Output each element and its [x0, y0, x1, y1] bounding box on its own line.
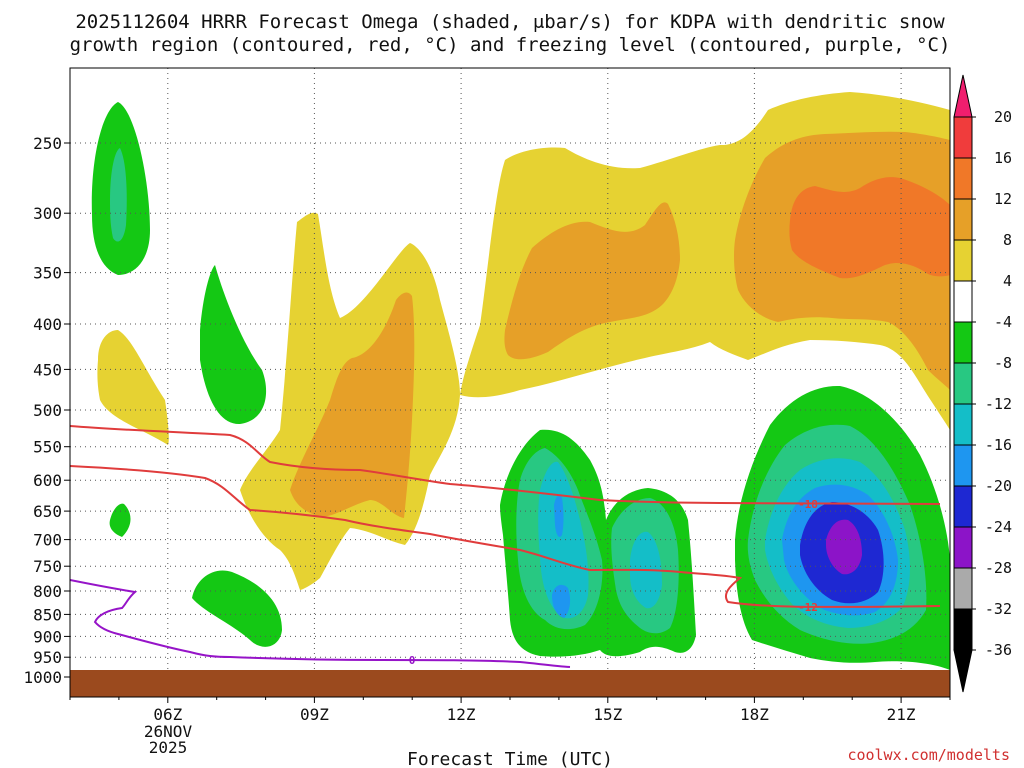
colorbar-segment — [953, 116, 973, 159]
omega-cell-smalldot — [109, 503, 131, 537]
colorbar-segment — [953, 321, 973, 364]
omega-positive-left — [97, 330, 169, 445]
date-label-day: 26NOV — [144, 722, 193, 741]
colorbar-bottom-arrow — [953, 649, 973, 693]
x-tick-label: 15Z — [593, 705, 622, 724]
y-tick-label: 850 — [33, 605, 62, 624]
colorbar-segment — [953, 444, 973, 487]
omega-positive-right-core3 — [789, 177, 950, 279]
omega-cell-lowleft — [192, 570, 282, 647]
omega-cell-center-l3 — [538, 461, 589, 619]
y-tick-label: 650 — [33, 502, 62, 521]
colorbar-label: -32 — [985, 600, 1012, 618]
colorbar-label: 4 — [1003, 272, 1012, 290]
colorbar-label: -12 — [985, 395, 1012, 413]
ground-layer — [70, 670, 950, 697]
dendritic-contour-lower — [70, 465, 941, 608]
freezing-contour — [70, 579, 571, 668]
colorbar-segment — [953, 485, 973, 528]
colorbar-segment — [953, 280, 973, 323]
colorbar-segment — [953, 526, 973, 569]
y-tick-label: 950 — [33, 648, 62, 667]
colorbar-segment — [953, 198, 973, 241]
x-tick-label: 06Z — [153, 705, 182, 724]
colorbar-label: -20 — [985, 477, 1012, 495]
colorbar-label: -36 — [985, 641, 1012, 659]
x-axis-title: Forecast Time (UTC) — [407, 749, 613, 768]
colorbar-label: 8 — [1003, 231, 1012, 249]
colorbar-label: -28 — [985, 559, 1012, 577]
omega-shading — [91, 92, 950, 670]
y-tick-label: 800 — [33, 582, 62, 601]
x-axis: 06Z 09Z 12Z 15Z 18Z 21Z — [69, 697, 951, 724]
y-tick-label: 400 — [33, 315, 62, 334]
y-tick-label: 300 — [33, 204, 62, 223]
y-tick-label: 700 — [33, 531, 62, 550]
chart-title-line2: growth region (contoured, red, °C) and f… — [70, 34, 951, 56]
colorbar-segment — [953, 239, 973, 282]
y-tick-label: 1000 — [23, 668, 62, 687]
y-tick-label: 350 — [33, 264, 62, 283]
omega-cell-midleft — [200, 265, 267, 425]
omega-cell-center-l4 — [554, 494, 564, 537]
contour-label-freezing: 0 — [409, 654, 416, 667]
y-tick-label: 600 — [33, 471, 62, 490]
colorbar-segment — [953, 362, 973, 405]
contour-lines — [70, 425, 941, 668]
plot-area: -18 -12 0 — [69, 67, 951, 698]
colorbar-segment — [953, 608, 973, 651]
y-tick-label: 450 — [33, 360, 62, 379]
grid-lines — [70, 68, 950, 697]
colorbar-top-arrow — [953, 74, 973, 118]
colorbar-segment — [953, 567, 973, 610]
x-tick-label: 09Z — [300, 705, 329, 724]
contour-labels: -18 -12 0 — [409, 498, 818, 667]
contour-label-dendritic-max: -12 — [798, 601, 818, 614]
omega-positive-midleft-core — [290, 292, 415, 518]
colorbar-segment — [953, 403, 973, 446]
x-tick-label: 21Z — [887, 705, 916, 724]
colorbar-label: -8 — [994, 354, 1012, 372]
x-tick-label: 18Z — [740, 705, 769, 724]
colorbar-label: 20 — [994, 108, 1012, 126]
contour-label-dendritic-min: -18 — [798, 498, 818, 511]
omega-cell-right-l6 — [826, 519, 862, 575]
omega-cell-center-l4b — [552, 584, 571, 618]
colorbar: 20 16 12 8 4 -4 -8 -12 -16 -20 -24 -28 -32 -36 — [953, 74, 1012, 693]
colorbar-label: -4 — [994, 313, 1012, 331]
y-axis: 250 300 350 400 450 500 550 600 650 700 750 800 850 9… — [23, 134, 70, 687]
chart-title-line1: 2025112604 HRRR Forecast Omega (shaded, … — [75, 11, 945, 33]
x-tick-label: 12Z — [447, 705, 476, 724]
colorbar-label: -24 — [985, 518, 1012, 536]
y-tick-label: 750 — [33, 557, 62, 576]
date-label-year: 2025 — [149, 738, 188, 757]
colorbar-label: 12 — [994, 190, 1012, 208]
credit-text: coolwx.com/modelts — [847, 746, 1010, 764]
y-tick-label: 500 — [33, 401, 62, 420]
dendritic-contour-upper — [70, 425, 941, 505]
colorbar-label: 16 — [994, 149, 1012, 167]
y-tick-label: 900 — [33, 627, 62, 646]
y-tick-label: 550 — [33, 438, 62, 457]
colorbar-label: -16 — [985, 436, 1012, 454]
omega-positive-right-core1 — [504, 202, 680, 360]
omega-cell-upleft-core — [110, 148, 127, 242]
y-tick-label: 250 — [33, 134, 62, 153]
colorbar-segment — [953, 157, 973, 200]
